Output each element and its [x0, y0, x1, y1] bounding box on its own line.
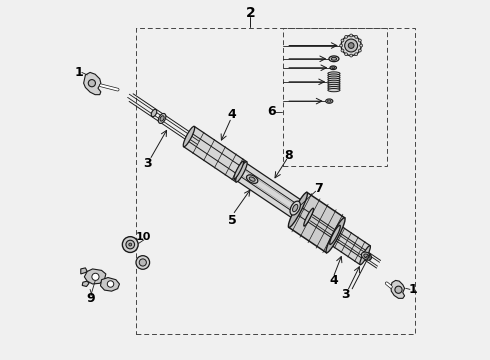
Circle shape [348, 42, 354, 48]
Bar [283, 28, 387, 166]
Ellipse shape [328, 76, 340, 79]
Ellipse shape [330, 66, 337, 69]
Ellipse shape [328, 84, 340, 87]
Circle shape [355, 35, 358, 38]
Ellipse shape [304, 208, 314, 226]
Ellipse shape [290, 201, 300, 215]
Text: 1: 1 [408, 283, 417, 296]
Circle shape [358, 49, 361, 52]
Circle shape [355, 53, 358, 56]
Ellipse shape [328, 86, 340, 90]
Circle shape [358, 39, 361, 42]
Polygon shape [330, 225, 370, 265]
Text: 4: 4 [227, 108, 236, 121]
Text: 9: 9 [86, 292, 95, 305]
Text: 3: 3 [144, 157, 152, 170]
Circle shape [341, 36, 361, 55]
Ellipse shape [160, 116, 164, 121]
Ellipse shape [331, 57, 337, 60]
Circle shape [92, 273, 99, 280]
Text: 3: 3 [341, 288, 350, 301]
Circle shape [341, 49, 344, 52]
Polygon shape [100, 278, 120, 291]
Ellipse shape [326, 218, 345, 253]
Bar [136, 28, 416, 334]
Polygon shape [234, 161, 313, 226]
Text: 8: 8 [284, 149, 293, 162]
Ellipse shape [327, 100, 331, 102]
Circle shape [344, 35, 347, 38]
Polygon shape [184, 126, 246, 182]
Ellipse shape [362, 252, 371, 260]
Circle shape [126, 240, 135, 249]
Ellipse shape [330, 225, 341, 244]
Polygon shape [84, 72, 101, 95]
Circle shape [340, 44, 343, 47]
Polygon shape [84, 269, 106, 284]
Circle shape [136, 256, 149, 269]
Ellipse shape [236, 162, 247, 182]
Polygon shape [391, 280, 405, 298]
Ellipse shape [293, 204, 298, 212]
Ellipse shape [328, 80, 340, 84]
Ellipse shape [360, 246, 370, 265]
Polygon shape [82, 281, 89, 287]
Circle shape [344, 39, 358, 52]
Circle shape [360, 44, 363, 47]
Circle shape [107, 281, 114, 287]
Ellipse shape [288, 192, 307, 228]
Ellipse shape [326, 99, 333, 103]
Ellipse shape [249, 177, 255, 181]
Text: 1: 1 [75, 66, 84, 79]
Circle shape [139, 259, 147, 266]
Ellipse shape [328, 74, 340, 77]
Ellipse shape [234, 161, 244, 179]
Circle shape [395, 286, 402, 293]
Text: 5: 5 [228, 214, 237, 227]
Ellipse shape [328, 89, 340, 92]
Ellipse shape [329, 56, 339, 62]
Circle shape [350, 34, 353, 37]
Text: 4: 4 [329, 274, 338, 287]
Ellipse shape [328, 82, 340, 86]
Circle shape [344, 53, 347, 56]
Polygon shape [289, 192, 344, 253]
Ellipse shape [328, 72, 340, 75]
Ellipse shape [158, 113, 166, 123]
Ellipse shape [246, 175, 258, 183]
Text: 7: 7 [314, 182, 323, 195]
Polygon shape [81, 268, 87, 274]
Circle shape [122, 237, 138, 252]
Ellipse shape [183, 126, 195, 147]
Ellipse shape [364, 254, 369, 258]
Circle shape [350, 54, 353, 57]
Ellipse shape [332, 67, 335, 69]
Circle shape [129, 243, 132, 246]
Circle shape [341, 39, 344, 42]
Circle shape [88, 80, 96, 87]
Text: 10: 10 [136, 232, 151, 242]
Text: 2: 2 [245, 6, 255, 20]
Ellipse shape [151, 109, 157, 117]
Ellipse shape [328, 78, 340, 81]
Text: 6: 6 [268, 105, 276, 118]
